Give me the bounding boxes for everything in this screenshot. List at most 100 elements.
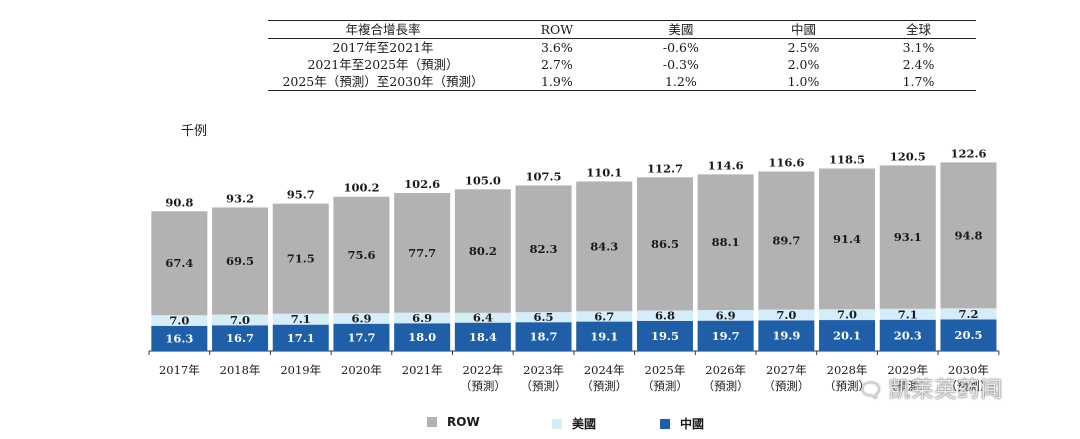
cagr-cell: -0.3% [662, 57, 699, 72]
cagr-header-global-col: 全球 [905, 22, 931, 37]
bar-segment-china [515, 322, 572, 351]
bar-segment-china [758, 320, 815, 351]
legend-item-row: ROW [427, 415, 480, 429]
cagr-cell: 2.5% [787, 40, 820, 55]
table-row: 2017年至2021年 3.6% -0.6% 2.5% 3.1% [268, 39, 976, 57]
data-label-us: 7.0 [169, 314, 189, 328]
cagr-cell: 1.9% [540, 74, 573, 89]
data-label-total: 105.0 [465, 173, 501, 187]
data-label-china: 19.7 [712, 329, 740, 343]
data-label-row: 69.5 [226, 254, 254, 268]
data-label-us: 7.0 [776, 308, 796, 322]
bar-segment-us [394, 312, 451, 324]
bar-segment-row [819, 168, 876, 310]
legend-swatch-china [660, 418, 670, 429]
cagr-cell: 1.0% [787, 74, 820, 89]
data-label-row: 75.6 [347, 248, 375, 262]
legend-swatch-us [552, 418, 562, 429]
table-row: 2021年至2025年（預測） 2.7% -0.3% 2.0% 2.4% [268, 56, 976, 73]
cagr-cell: 3.1% [902, 40, 935, 55]
data-label-us: 6.7 [594, 309, 614, 323]
cagr-period-label: 2021年至2025年（預測） [307, 57, 459, 72]
data-label-total: 107.5 [526, 169, 562, 183]
bar-segment-row [697, 174, 754, 311]
data-label-us: 7.1 [291, 312, 311, 326]
legend-item-us: 美國 [552, 415, 596, 432]
bar-segment-row [333, 196, 390, 314]
bar-segment-row [636, 177, 693, 311]
data-label-china: 16.3 [165, 331, 193, 345]
cagr-cell: 3.6% [540, 40, 573, 55]
cagr-cell: 2.0% [787, 57, 820, 72]
bar-segment-us [819, 309, 876, 321]
x-tick-note: （預測） [885, 379, 931, 393]
cagr-cell: 2.4% [902, 57, 935, 72]
data-label-total: 102.6 [404, 177, 440, 191]
legend-item-china: 中國 [660, 415, 704, 432]
data-label-row: 86.5 [651, 237, 679, 251]
bar-segment-china [636, 320, 693, 351]
x-tick-label: 2018年 [220, 363, 261, 377]
bar-segment-china [333, 323, 390, 351]
bar-segment-china [454, 322, 511, 351]
data-label-us: 6.9 [412, 311, 432, 325]
data-label-us: 7.2 [958, 307, 978, 321]
legend-label-row: ROW [447, 415, 480, 429]
watermark: 🗨 凯莱英药闻 [858, 372, 1003, 404]
chart-unit-label: 千例 [181, 124, 208, 139]
data-label-china: 20.5 [954, 328, 982, 342]
x-tick-label: 2024年 [584, 363, 625, 377]
data-label-total: 100.2 [343, 181, 379, 195]
bar-segment-row [758, 171, 815, 310]
data-label-us: 6.8 [655, 309, 675, 323]
cagr-header-row-col: ROW [540, 22, 574, 37]
data-label-china: 19.5 [651, 329, 679, 343]
data-label-row: 88.1 [712, 235, 740, 249]
data-label-us: 6.9 [351, 311, 371, 325]
x-tick-label: 2017年 [159, 363, 200, 377]
data-label-us: 6.9 [716, 308, 736, 322]
bar-segment-china [576, 321, 633, 351]
bar-segment-us [212, 314, 269, 326]
cagr-header-label: 年複合增長率 [345, 22, 421, 37]
x-tick-label: 2020年 [341, 363, 382, 377]
x-tick-note: （預測） [581, 379, 627, 393]
x-tick-note: （預測） [703, 379, 749, 393]
data-label-us: 7.0 [230, 313, 250, 327]
bar-segment-china [212, 325, 269, 351]
x-tick-label: 2019年 [280, 363, 321, 377]
data-label-china: 16.7 [226, 331, 254, 345]
x-tick-note: （預測） [824, 379, 870, 393]
cagr-period-label: 2025年（預測）至2030年（預測） [282, 74, 484, 89]
data-label-row: 80.2 [469, 244, 497, 258]
data-label-total: 93.2 [226, 191, 254, 205]
x-tick-label: 2029年 [887, 363, 928, 377]
data-label-total: 110.1 [586, 165, 622, 179]
bar-segment-china [879, 319, 936, 351]
bar-segment-china [819, 320, 876, 351]
x-tick-label: 2026年 [705, 363, 746, 377]
data-label-china: 17.7 [347, 330, 375, 344]
data-label-china: 19.9 [772, 329, 800, 343]
bar-segment-row [394, 192, 451, 313]
data-label-total: 90.8 [165, 195, 193, 209]
bar-segment-china [394, 323, 451, 351]
data-label-us: 7.0 [837, 308, 857, 322]
bar-segment-us [576, 311, 633, 322]
table-row: 2025年（預測）至2030年（預測） 1.9% 1.2% 1.0% 1.7% [268, 73, 976, 91]
data-label-china: 19.1 [590, 329, 618, 343]
bar-segment-us [758, 309, 815, 321]
bar-segment-us [333, 313, 390, 324]
bar-segment-row [576, 181, 633, 312]
data-label-us: 6.4 [473, 311, 493, 325]
cagr-cell: 2.7% [540, 57, 573, 72]
cagr-cell: -0.6% [662, 40, 699, 55]
x-tick-note: （預測） [521, 379, 567, 393]
legend-swatch-row [427, 417, 437, 427]
bar-segment-row [515, 185, 572, 313]
data-label-total: 118.5 [829, 153, 865, 167]
bar-segment-row [272, 203, 329, 314]
data-label-total: 95.7 [287, 188, 315, 202]
data-label-total: 112.7 [647, 161, 683, 175]
